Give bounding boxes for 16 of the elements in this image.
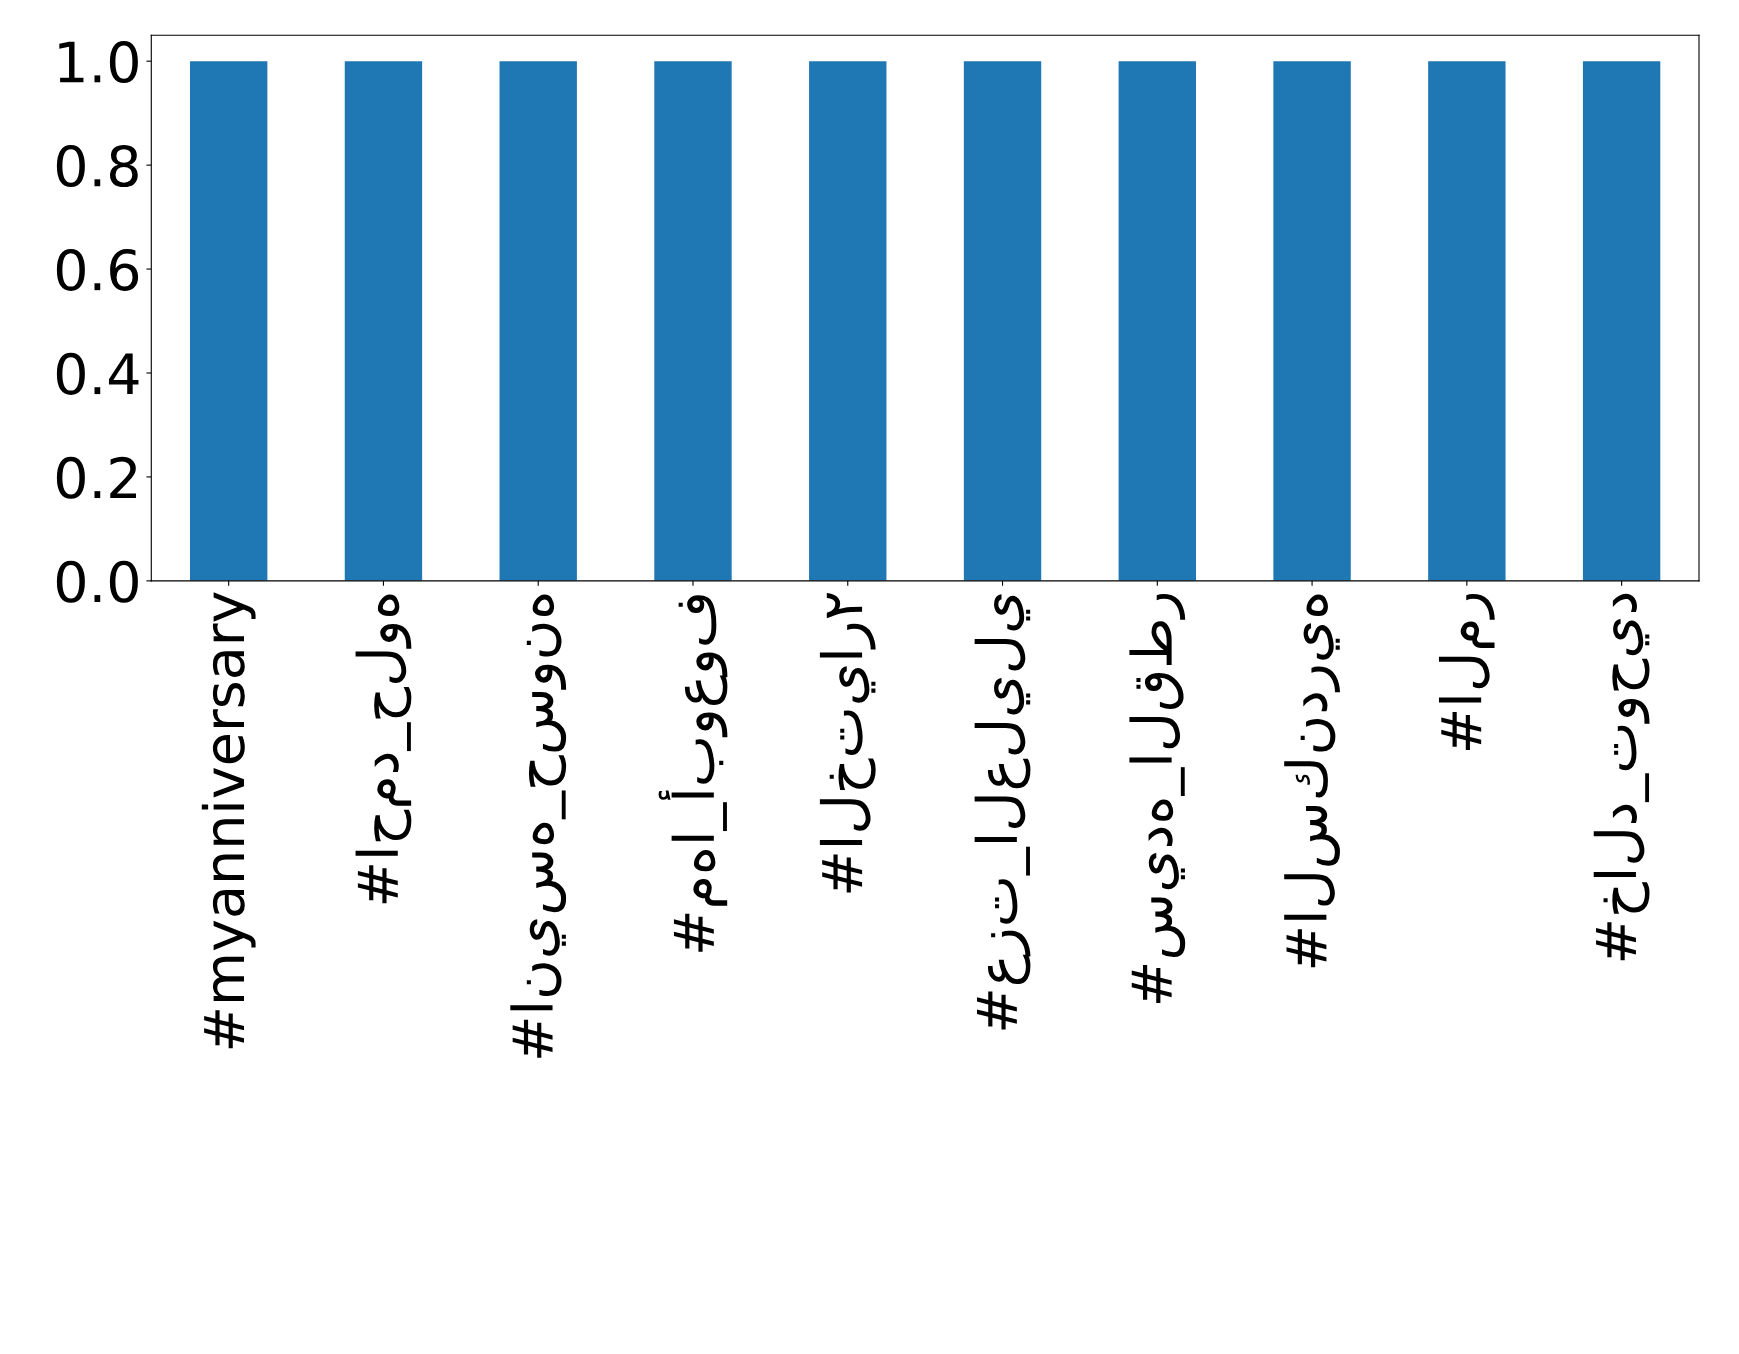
y-tick-label: 0.4 <box>56 352 139 395</box>
y-tick-label: 0.8 <box>56 145 138 188</box>
x-tick-label: #المر <box>1438 593 1495 750</box>
y-tick-label: 0.2 <box>56 456 137 499</box>
x-tick-label: #الختيار٢ <box>819 593 876 893</box>
x-tick-label: #انيسه_حسونه <box>510 594 567 1058</box>
x-tick-label: #السكندريه <box>1284 594 1340 968</box>
x-tick-label: #عزت_العليلي <box>974 594 1031 1030</box>
x-tick-label: #احمد_حلوه <box>355 594 412 904</box>
x-tick-label: #مها_أبوعوف <box>658 595 728 952</box>
x-tick-label: #سيده_القطر <box>1129 593 1186 1003</box>
y-tick-label: 0.0 <box>56 560 138 603</box>
y-tick-label: 1.0 <box>59 41 138 84</box>
y-tick-label: 0.6 <box>56 248 139 291</box>
x-tick-label: #خالد_توحيد <box>1593 593 1650 961</box>
x-tick-label: #myanniversary <box>201 592 256 1049</box>
